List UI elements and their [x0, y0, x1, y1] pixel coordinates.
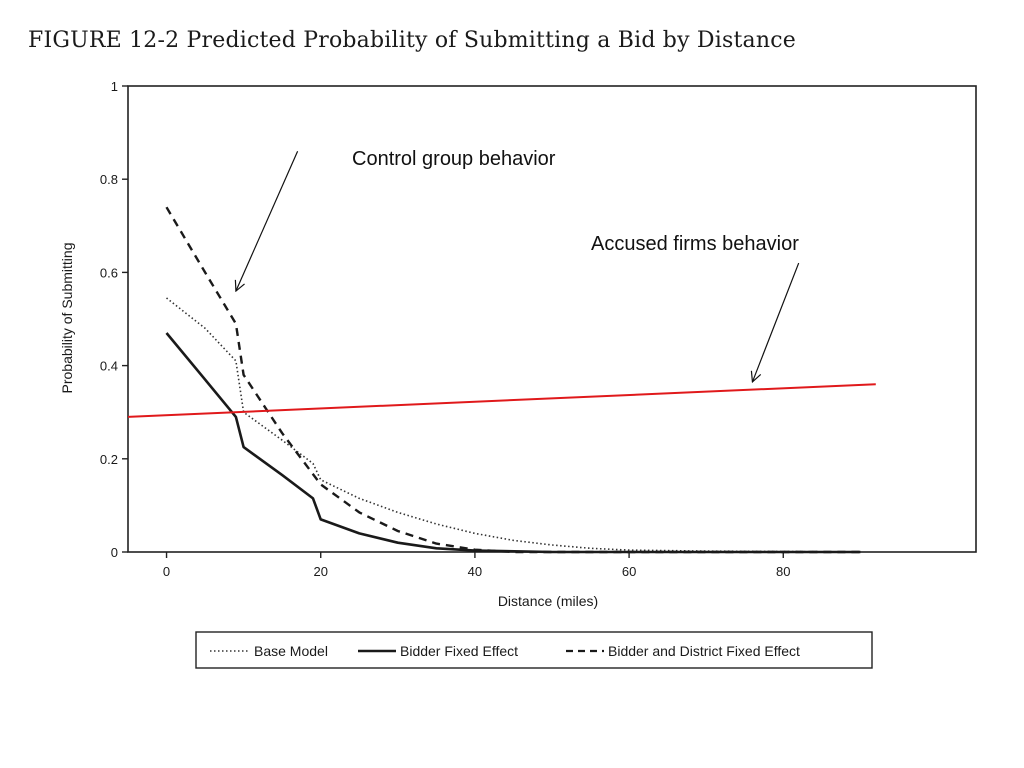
y-tick-label: 1 [111, 79, 118, 94]
y-axis-title: Probability of Submitting [59, 243, 75, 394]
annotation-arrow-control [236, 150, 299, 291]
y-axis: 0 0.2 0.4 0.6 0.8 1 [100, 79, 128, 560]
x-tick-label: 40 [468, 564, 482, 579]
x-tick-label: 20 [313, 564, 327, 579]
y-tick-label: 0 [111, 545, 118, 560]
series-line-1 [165, 332, 861, 554]
annotation-arrow-accused [752, 262, 800, 382]
y-tick-label: 0.2 [100, 452, 118, 467]
x-axis: 0 20 40 60 80 [163, 552, 791, 579]
x-tick-label: 60 [622, 564, 636, 579]
accused-firms-line [127, 383, 876, 418]
legend-box: Base Model Bidder Fixed Effect Bidder an… [195, 631, 873, 669]
overlay-layer [127, 383, 876, 418]
y-tick-label: 0.6 [100, 265, 118, 280]
x-tick-label: 0 [163, 564, 170, 579]
legend-bidder-fixed: Bidder Fixed Effect [400, 643, 518, 659]
figure-title: FIGURE 12-2 Predicted Probability of Sub… [28, 28, 796, 53]
x-tick-label: 80 [776, 564, 790, 579]
annotation-accused-firms: Accused firms behavior [591, 233, 799, 255]
y-tick-label: 0.8 [100, 172, 118, 187]
x-axis-title: Distance (miles) [498, 593, 598, 609]
legend-base-model: Base Model [254, 643, 328, 659]
series-line-0 [166, 297, 861, 553]
annotation-control-group: Control group behavior [352, 148, 556, 170]
legend-bidder-district: Bidder and District Fixed Effect [608, 643, 800, 659]
series-line-2 [165, 206, 861, 554]
series-layer [165, 206, 861, 554]
y-tick-label: 0.4 [100, 359, 118, 374]
